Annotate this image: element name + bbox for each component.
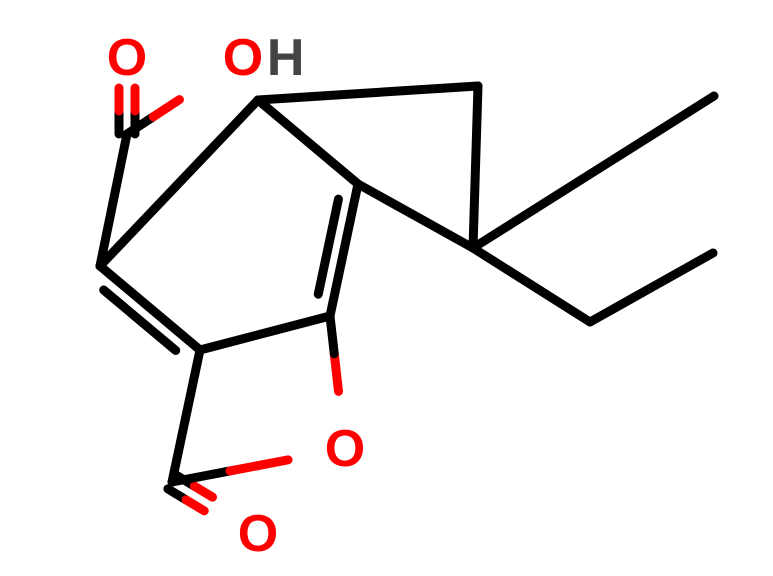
oxygen-atom-label: O — [223, 29, 263, 87]
oxygen-atom-label: O — [107, 29, 147, 87]
chemical-structure-diagram: OOHOO — [0, 0, 773, 576]
oxygen-atom-label: O — [325, 420, 365, 478]
oxygen-atom-label: O — [238, 505, 278, 563]
hydrogen-atom-label: H — [267, 29, 305, 87]
